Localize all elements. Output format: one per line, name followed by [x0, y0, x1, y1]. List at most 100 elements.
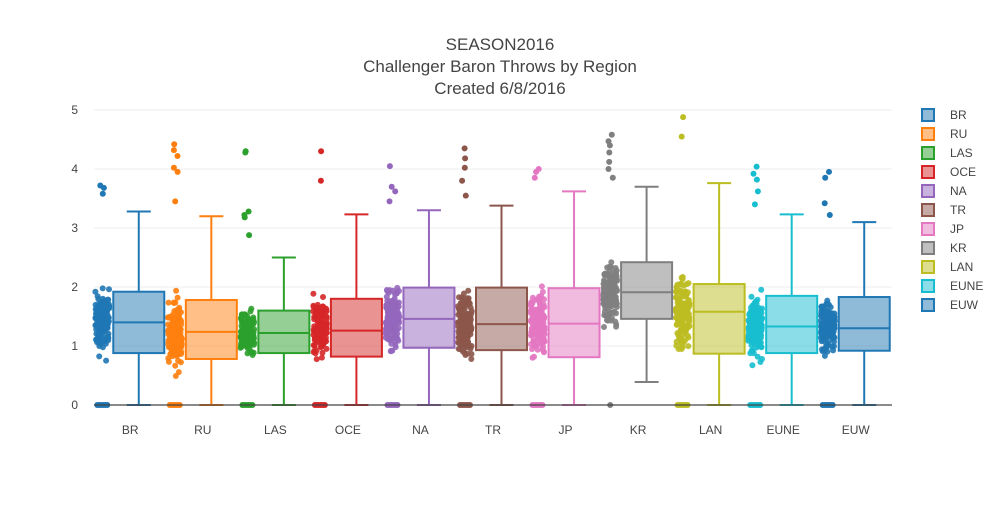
data-point [310, 290, 317, 297]
legend-item-tr[interactable]: TR [921, 203, 966, 217]
legend-item-euw[interactable]: EUW [921, 298, 979, 312]
box-iqr [257, 309, 311, 355]
data-point [247, 317, 254, 324]
data-point [394, 330, 401, 337]
data-point [174, 332, 181, 339]
data-point [248, 305, 255, 312]
outlier-point [678, 133, 685, 140]
legend-swatch [921, 108, 935, 122]
points-euw [817, 168, 838, 408]
data-point [465, 317, 472, 324]
outlier-point [750, 170, 757, 177]
data-point [322, 305, 329, 312]
data-point [314, 338, 321, 345]
data-point [382, 334, 389, 341]
data-point [92, 288, 99, 295]
data-point [314, 304, 321, 311]
outlier-point [822, 174, 829, 181]
data-point [678, 336, 684, 343]
data-point [100, 321, 107, 327]
outlier-point [531, 174, 538, 181]
y-tick-label: 1 [71, 339, 78, 353]
data-point [678, 290, 685, 297]
points-lan [672, 114, 693, 408]
box-layer [112, 182, 891, 406]
data-point [608, 259, 615, 266]
outlier-point [753, 163, 760, 170]
data-point [464, 311, 471, 318]
data-point [321, 340, 327, 346]
outlier-point [386, 163, 393, 170]
outlier-point [608, 131, 615, 138]
data-point [239, 341, 245, 348]
data-point [175, 369, 182, 376]
x-tick-label: LAN [699, 423, 722, 437]
box-iqr [620, 261, 674, 320]
legend-label: OCE [950, 165, 976, 179]
data-point [96, 353, 103, 360]
outlier-point [605, 166, 612, 172]
legend-item-na[interactable]: NA [921, 184, 967, 198]
data-point [467, 327, 474, 334]
legend-item-lan[interactable]: LAN [921, 260, 973, 274]
data-point [105, 314, 112, 321]
data-point [241, 315, 248, 322]
outlier-point [170, 147, 177, 154]
box-na [402, 209, 456, 406]
data-point [529, 294, 536, 301]
data-point [323, 345, 330, 352]
data-point [244, 350, 251, 357]
data-point [313, 356, 320, 363]
axis-layer: 0 1 2 3 4 5 BR RU LAS OCE NA TR JP KR LAN EUNE EUW [71, 103, 892, 437]
outlier-point [462, 155, 469, 162]
outlier-point [388, 183, 395, 190]
box-ru [184, 215, 238, 406]
data-point [821, 318, 828, 325]
legend-item-las[interactable]: LAS [921, 146, 973, 160]
data-point [528, 316, 535, 322]
legend-item-eune[interactable]: EUNE [921, 279, 983, 293]
data-point [384, 288, 391, 295]
data-point [745, 336, 752, 343]
legend-item-ru[interactable]: RU [921, 127, 967, 141]
data-point [99, 315, 106, 322]
data-point [749, 362, 756, 369]
data-point [467, 345, 474, 352]
legend-swatch [921, 222, 935, 236]
data-point [611, 282, 618, 289]
data-point [99, 285, 106, 292]
data-point [613, 321, 620, 328]
data-point [608, 303, 615, 310]
data-point [391, 291, 398, 297]
legend-item-kr[interactable]: KR [921, 241, 967, 255]
data-point [177, 318, 184, 325]
outlier-point [461, 164, 468, 171]
data-point [538, 283, 545, 290]
box-las [257, 256, 311, 406]
box-lan [692, 182, 746, 406]
legend-item-oce[interactable]: OCE [921, 165, 976, 179]
outlier-point [170, 164, 177, 171]
legend-item-jp[interactable]: JP [921, 222, 964, 236]
data-point [821, 352, 828, 359]
data-point [817, 334, 824, 341]
data-point [387, 321, 394, 328]
data-point [830, 333, 837, 340]
outlier-point [753, 176, 760, 183]
data-point [177, 359, 184, 366]
data-point [600, 281, 607, 287]
points-br [92, 182, 113, 408]
y-tick-label: 2 [71, 280, 78, 294]
data-point [684, 324, 691, 331]
legend-item-br[interactable]: BR [921, 108, 967, 122]
outlier-point [241, 212, 248, 218]
data-point [527, 301, 534, 308]
data-point [246, 325, 253, 332]
data-point [679, 276, 686, 283]
legend-label: RU [950, 127, 967, 141]
data-point [606, 263, 613, 270]
data-point [819, 327, 826, 334]
data-point [169, 320, 176, 327]
